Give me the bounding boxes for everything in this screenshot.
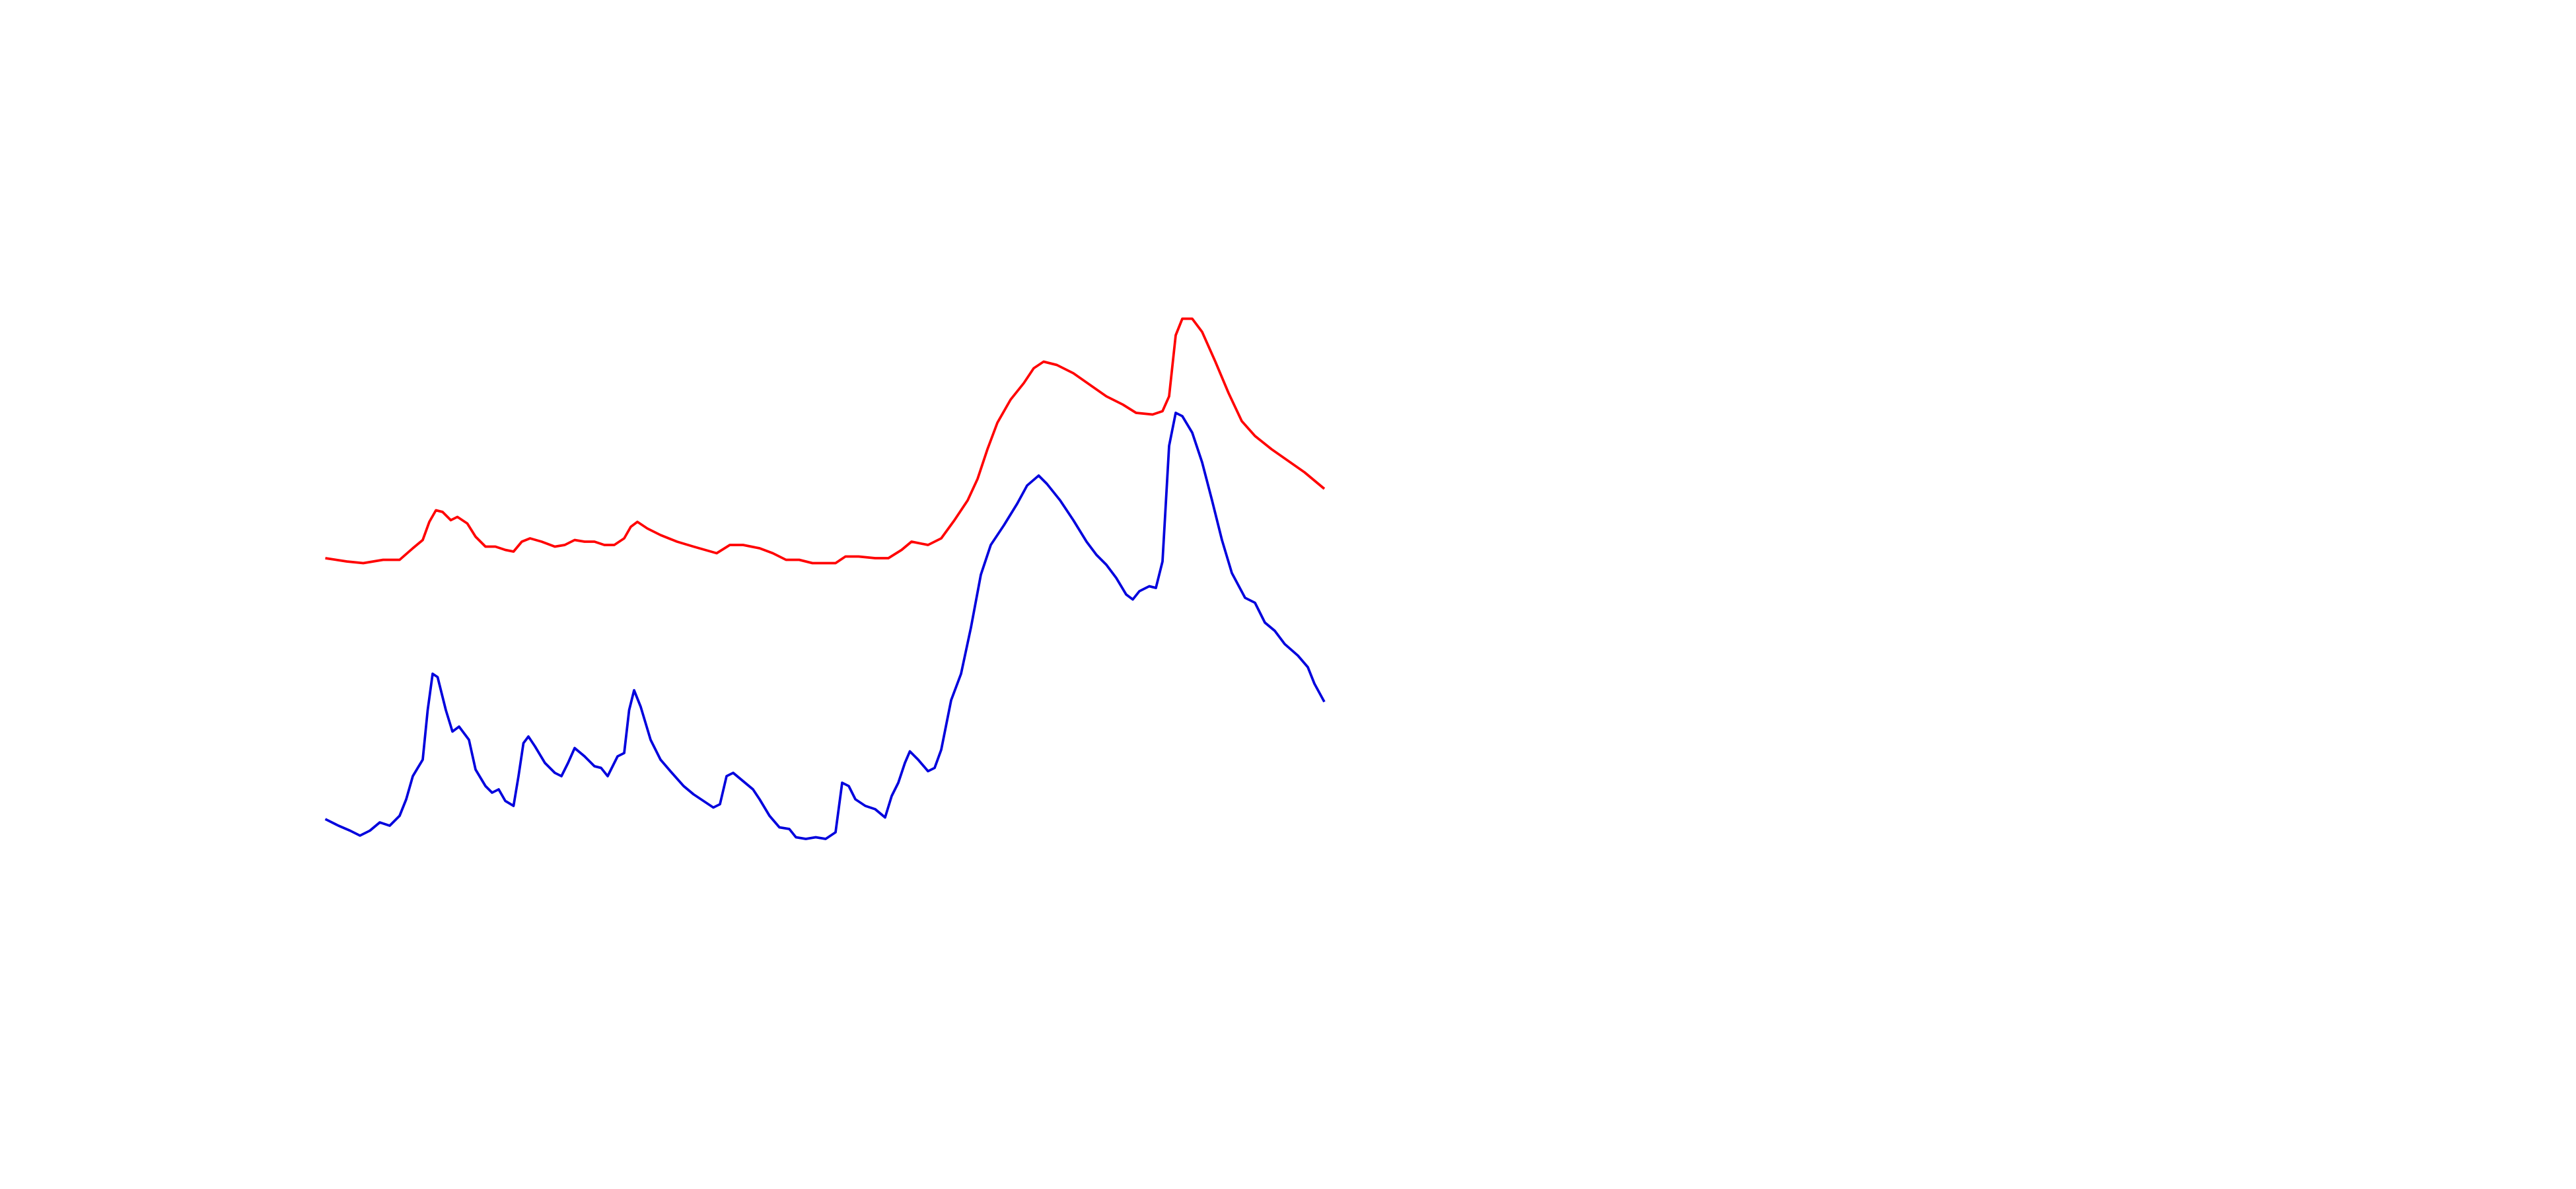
- line-series: [324, 412, 1326, 840]
- line-series: [325, 317, 1326, 565]
